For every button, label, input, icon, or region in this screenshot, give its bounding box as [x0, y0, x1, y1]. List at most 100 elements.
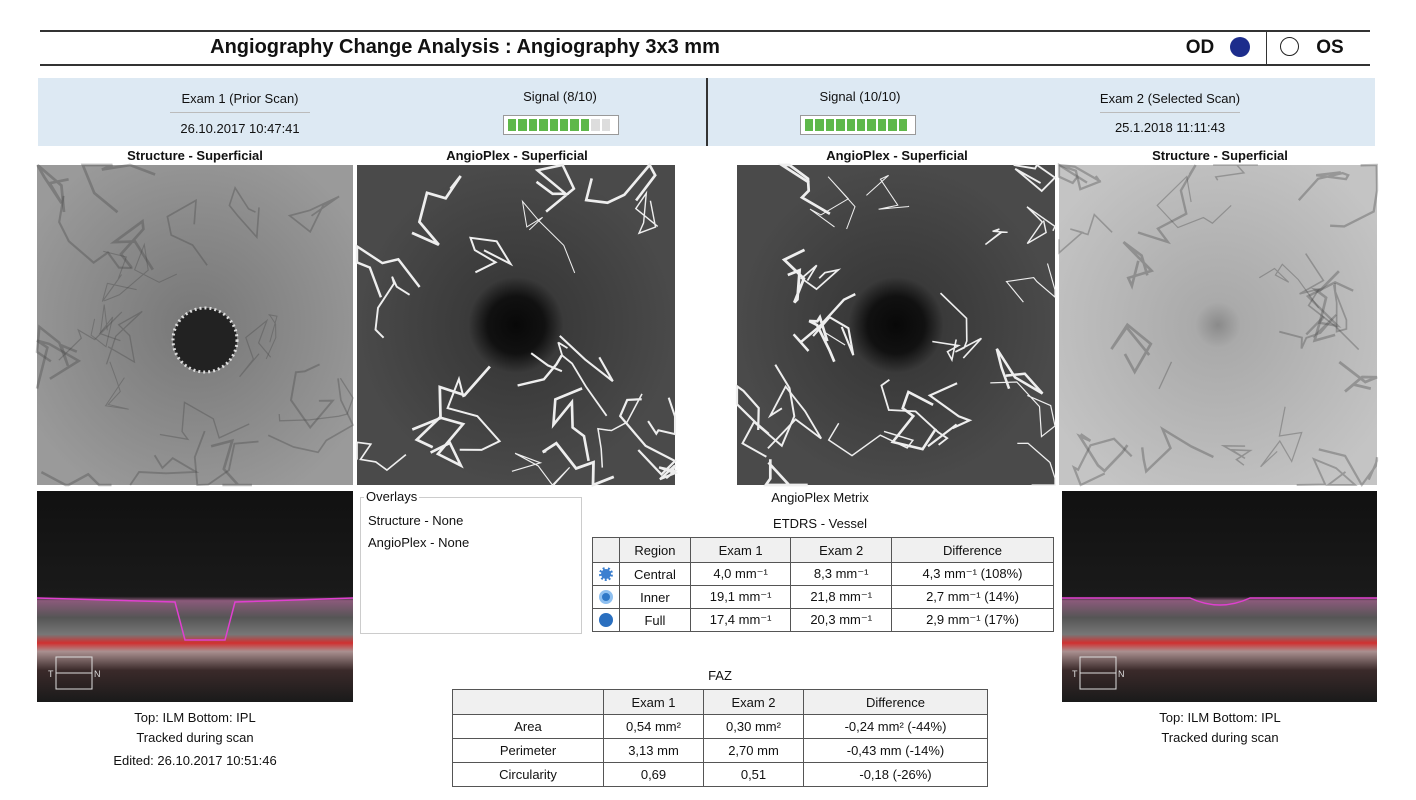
vessel	[103, 242, 178, 302]
table-row: Perimeter 3,13 mm 2,70 mm -0,43 mm (-14%)	[452, 738, 988, 763]
signal-segment	[560, 119, 569, 131]
table-row: Full 17,4 mm⁻¹ 20,3 mm⁻¹ 2,9 mm⁻¹ (17%)	[592, 608, 1055, 632]
vessel	[35, 324, 78, 367]
table-cell: 4,3 mm⁻¹ (108%)	[890, 562, 1055, 586]
table-cell: 0,30 mm²	[703, 714, 804, 739]
column-header: Exam 2	[703, 689, 804, 715]
vessel	[1140, 426, 1214, 474]
vessel	[792, 293, 856, 352]
vessel	[469, 236, 514, 274]
signal-label: Signal (8/10)	[523, 89, 597, 104]
vessel	[809, 176, 856, 230]
image-title: AngioPlex - Superficial	[446, 148, 588, 163]
vessel	[265, 314, 278, 360]
vessel	[658, 464, 679, 481]
vessel	[800, 264, 842, 291]
scan-note: Top: ILM Bottom: IPL	[134, 710, 256, 725]
table-header-row: Exam 1 Exam 2 Difference	[452, 689, 988, 715]
table-cell: -0,43 mm (-14%)	[803, 738, 988, 763]
lesion	[171, 306, 239, 374]
vessel	[521, 199, 576, 274]
vessel	[267, 378, 355, 454]
column-header: Region	[619, 537, 691, 563]
vessel	[812, 315, 855, 356]
region-icon	[599, 613, 613, 627]
signal-label: Signal (10/10)	[819, 89, 901, 104]
os-radio[interactable]	[1280, 37, 1299, 56]
vessel	[530, 352, 563, 373]
signal-segment	[836, 119, 845, 131]
row-label: Area	[452, 714, 604, 739]
vessel	[159, 401, 250, 441]
eye-od[interactable]: OD	[1185, 37, 1215, 58]
vessel	[827, 422, 915, 457]
vessel	[741, 364, 796, 458]
vessel	[104, 361, 129, 410]
signal-segment	[549, 119, 558, 131]
region-icon	[599, 567, 613, 581]
signal-segment	[877, 119, 887, 131]
bscan-image	[1062, 491, 1377, 702]
table-cell: 3,13 mm	[603, 738, 704, 763]
vessel	[866, 174, 910, 210]
signal-segment	[888, 119, 897, 131]
vessel	[1260, 406, 1303, 468]
vessel	[411, 416, 466, 469]
vessel	[1071, 437, 1133, 487]
table-row: Inner 19,1 mm⁻¹ 21,8 mm⁻¹ 2,7 mm⁻¹ (14%)	[592, 585, 1055, 609]
structure-image	[1059, 165, 1377, 485]
vessel	[239, 318, 272, 378]
vessel	[534, 163, 576, 213]
divider	[1266, 32, 1267, 64]
scan-note: Tracked during scan	[136, 730, 254, 745]
vessel	[105, 310, 143, 365]
signal-segment	[508, 119, 517, 131]
vessel	[1110, 322, 1153, 375]
header-rule	[40, 30, 1370, 32]
vessel	[1279, 314, 1337, 349]
vessel	[647, 397, 677, 436]
image-title: Structure - Superficial	[127, 148, 263, 163]
table-cell: 19,1 mm⁻¹	[689, 585, 792, 609]
vessel	[1299, 253, 1360, 351]
vessel	[511, 452, 571, 486]
eye-os[interactable]: OS	[1316, 37, 1344, 58]
vessel	[597, 393, 643, 468]
vessel	[80, 163, 156, 214]
vessel	[541, 441, 615, 488]
vessel	[1332, 283, 1348, 333]
vessel	[1013, 163, 1057, 193]
signal-segment	[539, 119, 548, 131]
vessel	[287, 195, 340, 234]
region-icon-cell	[592, 562, 620, 586]
vessel	[824, 331, 846, 346]
vessel	[1213, 164, 1258, 181]
vessel	[995, 348, 1044, 395]
exam-datetime: 25.1.2018 11:11:43	[1114, 120, 1226, 135]
vessel	[990, 381, 1056, 438]
overlay-item[interactable]: AngioPlex - None	[368, 535, 470, 550]
vessel	[374, 276, 411, 339]
signal-segment	[846, 119, 855, 131]
vessel	[414, 365, 491, 449]
faz-title: FAZ	[708, 668, 732, 683]
exam-title: Exam 1 (Prior Scan)	[181, 91, 299, 106]
vessel	[446, 375, 502, 451]
orientation-label: N	[94, 669, 101, 679]
vessel	[517, 354, 563, 387]
vessel	[35, 339, 82, 389]
row-label: Full	[619, 608, 691, 632]
scan-note: Edited: 26.10.2017 10:51:46	[113, 753, 277, 768]
vessel	[618, 398, 677, 476]
metrix-subtitle: ETDRS - Vessel	[773, 516, 867, 531]
overlay-item[interactable]: Structure - None	[368, 513, 464, 528]
od-radio[interactable]	[1230, 37, 1250, 57]
exam-datetime: 26.10.2017 10:47:41	[180, 121, 300, 136]
overlays-title: Overlays	[364, 489, 420, 504]
signal-bar	[800, 115, 916, 135]
signal-segment	[857, 119, 866, 131]
column-header: Difference	[803, 689, 988, 715]
vessel	[1005, 263, 1056, 303]
overlays-box	[360, 497, 582, 634]
row-label: Inner	[619, 585, 691, 609]
